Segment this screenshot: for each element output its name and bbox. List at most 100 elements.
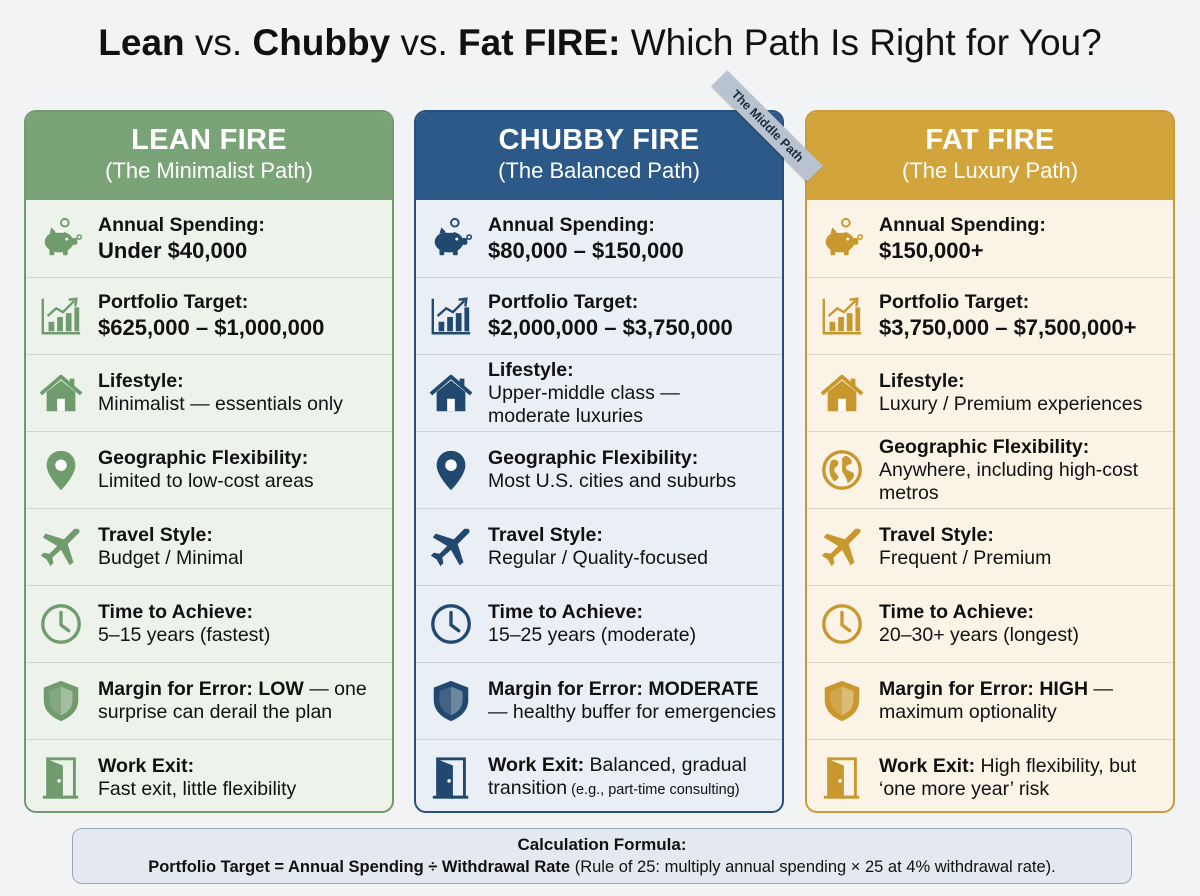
shield-icon: [428, 678, 474, 724]
house-icon: [428, 370, 474, 416]
page-title: Lean vs. Chubby vs. Fat FIRE: Which Path…: [0, 22, 1200, 64]
margin-label: Margin for Error: MODERATE: [488, 678, 759, 700]
piggy-bank-icon: [38, 216, 84, 262]
chubby-fire-name: CHUBBY FIRE: [498, 124, 700, 156]
fat-fire-name: FAT FIRE: [925, 124, 1055, 156]
portfolio-label: Portfolio Target:: [488, 291, 639, 313]
geo-value: Limited to low-cost areas: [98, 470, 314, 492]
fat-time-row: Time to Achieve: 20–30+ years (longest): [807, 585, 1173, 662]
title-lean: Lean: [98, 22, 185, 63]
lean-travel-row: Travel Style: Budget / Minimal: [26, 508, 392, 585]
formula-title: Calculation Formula:: [517, 835, 687, 854]
geo-label: Geographic Flexibility:: [98, 447, 309, 469]
fat-fire-column: FAT FIRE (The Luxury Path) Annual Spendi…: [805, 110, 1175, 813]
airplane-icon: [38, 524, 84, 570]
door-icon: [428, 755, 474, 801]
lean-margin-row: Margin for Error: LOW — one surprise can…: [26, 662, 392, 739]
lean-lifestyle-row: Lifestyle: Minimalist — essentials only: [26, 354, 392, 431]
spending-label: Annual Spending:: [98, 213, 265, 236]
work-value: Balanced, gradual transition: [488, 754, 747, 799]
clock-icon: [819, 601, 865, 647]
clock-icon: [428, 601, 474, 647]
chubby-time-row: Time to Achieve: 15–25 years (moderate): [416, 585, 782, 662]
door-icon: [38, 755, 84, 801]
work-value: High flexibility, but ‘one more year’ ri…: [879, 755, 1137, 800]
geo-value: Most U.S. cities and suburbs: [488, 470, 737, 492]
formula-rest: (Rule of 25: multiply annual spending × …: [570, 858, 1056, 876]
lean-fire-column: LEAN FIRE (The Minimalist Path) Annual S…: [24, 110, 394, 813]
chubby-work-row: Work Exit: Balanced, gradual transition …: [416, 739, 782, 813]
portfolio-value: $2,000,000 – $3,750,000: [488, 315, 733, 340]
title-vs-2: vs.: [400, 22, 448, 63]
piggy-bank-icon: [819, 216, 865, 262]
margin-label: Margin for Error: HIGH: [879, 678, 1089, 700]
house-icon: [38, 370, 84, 416]
title-question: Which Path Is Right for You?: [630, 22, 1102, 63]
chubby-portfolio-row: Portfolio Target: $2,000,000 – $3,750,000: [416, 277, 782, 354]
chubby-spending-row: Annual Spending: $80,000 – $150,000: [416, 200, 782, 277]
chubby-geo-row: Geographic Flexibility: Most U.S. cities …: [416, 431, 782, 508]
fat-spending-row: Annual Spending: $150,000+: [807, 200, 1173, 277]
shield-icon: [819, 678, 865, 724]
clock-icon: [38, 601, 84, 647]
travel-label: Travel Style:: [879, 524, 994, 546]
lifestyle-label: Lifestyle:: [98, 370, 184, 392]
fat-portfolio-row: Portfolio Target: $3,750,000 – $7,500,000…: [807, 277, 1173, 354]
formula-box: Calculation Formula: Portfolio Target = …: [72, 828, 1132, 884]
fat-lifestyle-row: Lifestyle: Luxury / Premium experiences: [807, 354, 1173, 431]
title-chubby: Chubby: [252, 22, 391, 63]
lean-work-row: Work Exit: Fast exit, little flexibility: [26, 739, 392, 813]
fat-travel-row: Travel Style: Frequent / Premium: [807, 508, 1173, 585]
bar-chart-icon: [428, 293, 474, 339]
travel-label: Travel Style:: [98, 524, 213, 546]
fat-geo-row: Geographic Flexibility: Anywhere, includi…: [807, 431, 1173, 508]
lean-geo-row: Geographic Flexibility: Limited to low-co…: [26, 431, 392, 508]
time-label: Time to Achieve:: [879, 601, 1034, 623]
fat-fire-header: FAT FIRE (The Luxury Path): [807, 112, 1173, 200]
work-label: Work Exit:: [488, 754, 585, 776]
geo-value: Anywhere, including high-cost metros: [879, 458, 1139, 504]
chubby-fire-header: CHUBBY FIRE (The Balanced Path): [416, 112, 782, 200]
time-value: 15–25 years (moderate): [488, 624, 697, 646]
fat-work-row: Work Exit: High flexibility, but ‘one mo…: [807, 739, 1173, 813]
time-value: 20–30+ years (longest): [879, 624, 1079, 646]
house-icon: [819, 370, 865, 416]
shield-icon: [38, 678, 84, 724]
bar-chart-icon: [38, 293, 84, 339]
work-label: Work Exit:: [98, 755, 195, 777]
geo-label: Geographic Flexibility:: [879, 435, 1090, 458]
formula-lead: Portfolio Target = Annual Spending ÷ Wit…: [148, 858, 571, 876]
chubby-margin-row: Margin for Error: MODERATE — healthy buf…: [416, 662, 782, 739]
time-label: Time to Achieve:: [98, 601, 253, 623]
portfolio-value: $625,000 – $1,000,000: [98, 315, 325, 340]
travel-value: Frequent / Premium: [879, 547, 1052, 569]
portfolio-label: Portfolio Target:: [879, 291, 1030, 313]
time-value: 5–15 years (fastest): [98, 624, 271, 646]
margin-label: Margin for Error: LOW: [98, 678, 304, 700]
lifestyle-value: Luxury / Premium experiences: [879, 393, 1143, 415]
lean-fire-subtitle: (The Minimalist Path): [105, 158, 313, 183]
geo-label: Geographic Flexibility:: [488, 447, 699, 469]
fat-margin-row: Margin for Error: HIGH — maximum optiona…: [807, 662, 1173, 739]
location-pin-icon: [428, 447, 474, 493]
fat-fire-subtitle: (The Luxury Path): [901, 158, 1079, 183]
spending-value: $150,000+: [879, 237, 984, 263]
lean-fire-name: LEAN FIRE: [131, 124, 287, 156]
spending-value: Under $40,000: [98, 237, 248, 263]
spending-label: Annual Spending:: [488, 213, 655, 236]
work-note: (e.g., part-time consulting): [567, 782, 740, 798]
lean-time-row: Time to Achieve: 5–15 years (fastest): [26, 585, 392, 662]
lifestyle-label: Lifestyle:: [488, 358, 574, 381]
location-pin-icon: [38, 447, 84, 493]
lean-spending-row: Annual Spending: Under $40,000: [26, 200, 392, 277]
spending-label: Annual Spending:: [879, 213, 1046, 236]
lean-portfolio-row: Portfolio Target: $625,000 – $1,000,000: [26, 277, 392, 354]
lifestyle-label: Lifestyle:: [879, 370, 965, 392]
margin-value: — healthy buffer for emergencies: [488, 701, 776, 723]
title-vs-1: vs.: [194, 22, 243, 63]
chubby-travel-row: Travel Style: Regular / Quality-focused: [416, 508, 782, 585]
portfolio-label: Portfolio Target:: [98, 291, 249, 313]
airplane-icon: [819, 524, 865, 570]
travel-value: Budget / Minimal: [98, 547, 244, 569]
work-value: Fast exit, little flexibility: [98, 778, 297, 800]
